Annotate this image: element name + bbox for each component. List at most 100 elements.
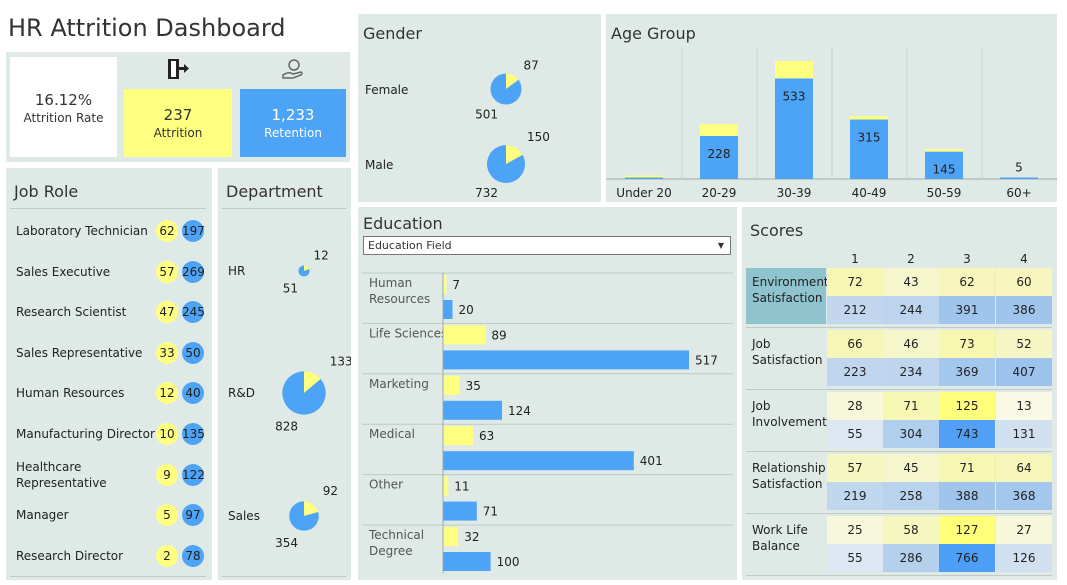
- job-role-attrition-value: 57: [156, 260, 178, 283]
- age-tick-label: 30-39: [777, 186, 812, 200]
- job-role-attrition-value: 12: [156, 382, 178, 405]
- education-retention-label: 71: [483, 505, 498, 519]
- job-role-retention-value: 97: [182, 504, 204, 527]
- job-role-retention-value: 197: [182, 220, 205, 242]
- scores-retention-cell: 391: [939, 296, 995, 324]
- job-role-label: Research Scientist: [16, 305, 127, 320]
- attrition-rate-label: Attrition Rate: [23, 111, 104, 125]
- job-role-label: Manager: [16, 508, 69, 523]
- gender-attrition-label: 150: [527, 130, 550, 144]
- scores-column-header: 3: [963, 252, 971, 266]
- retention-card: 1,233 Retention: [240, 89, 346, 157]
- department-attrition-label: 12: [314, 248, 329, 262]
- age-data-label: 228: [708, 147, 731, 161]
- retention-value: 1,233: [271, 106, 315, 124]
- gender-label-female: Female: [365, 83, 408, 97]
- scores-retention-cell: 286: [883, 544, 939, 572]
- age-bar-attrition: [775, 61, 813, 79]
- hand-holding-icon: [282, 59, 303, 79]
- job-role-retention-value: 40: [182, 382, 204, 405]
- gender-retention-label: 501: [475, 108, 498, 122]
- gender-retention-label: 732: [475, 186, 498, 200]
- scores-column-header: 2: [907, 252, 915, 266]
- gender-title: Gender: [363, 24, 422, 43]
- attrition-rate-card: 16.12% Attrition Rate: [10, 57, 117, 157]
- department-rd-attrition-slice: [304, 371, 321, 393]
- age-tick-label: Under 20: [616, 186, 671, 200]
- job-role-label: Laboratory Technician: [16, 224, 148, 238]
- age-bar-attrition: [700, 124, 738, 136]
- education-field-dropdown[interactable]: Education Field ▼: [363, 236, 731, 255]
- gender-chart: Female 87 501 Male 150 732: [365, 58, 550, 200]
- attrition-label: Attrition: [153, 126, 203, 140]
- education-retention-label: 401: [640, 454, 663, 468]
- scores-attrition-cell: 125: [939, 392, 995, 420]
- education-bar-retention: [443, 501, 477, 521]
- age-data-label: 5: [1015, 161, 1023, 175]
- department-retention-label: 828: [275, 420, 298, 434]
- department-hr-attrition-slice: [304, 265, 310, 271]
- scores-attrition-cell: 25: [827, 516, 883, 544]
- department-chart: HR 12 51 R&D 133 828 Sales 92 354: [228, 248, 351, 550]
- scores-attrition-cell: 52: [996, 330, 1052, 358]
- department-retention-label: 354: [275, 536, 298, 550]
- education-category-label: Resources: [369, 292, 430, 306]
- scores-attrition-cell: 62: [939, 268, 995, 296]
- age-bar-retention: [775, 78, 813, 179]
- job-role-retention-value: 50: [182, 341, 204, 364]
- department-sales-attrition-slice: [304, 501, 319, 516]
- education-chart: Human Resources 7 20 Life Sciences 89 517 Marke…: [362, 272, 733, 574]
- education-title: Education: [363, 214, 443, 233]
- age-tick-label: 40-49: [852, 186, 887, 200]
- department-attrition-label: 92: [323, 484, 338, 498]
- education-category-label: Life Sciences: [369, 326, 447, 340]
- age-bar-retention: [850, 119, 888, 179]
- scores-attrition-cell: 73: [939, 330, 995, 358]
- job-role-attrition-value: 5: [156, 504, 178, 527]
- job-role-label: Sales Executive: [16, 264, 111, 279]
- education-category-label: Degree: [369, 544, 413, 558]
- education-bar-retention: [443, 300, 453, 319]
- scores-retention-cell: 126: [996, 544, 1052, 572]
- scores-row-label: Job Involvement: [752, 399, 827, 429]
- age-bar-retention: [925, 151, 963, 179]
- job-role-label: Manufacturing Director: [16, 427, 155, 441]
- scores-attrition-cell: 60: [996, 268, 1052, 296]
- job-role-retention-value: 135: [182, 423, 205, 445]
- education-category-label: Other: [369, 478, 403, 492]
- scores-attrition-cell: 28: [827, 392, 883, 420]
- scores-attrition-cell: 57: [827, 454, 883, 482]
- scores-retention-cell: 743: [939, 420, 995, 448]
- job-role-attrition-value: 10: [156, 423, 178, 445]
- job-role-retention-value: 245: [182, 301, 205, 324]
- education-bar-attrition: [443, 476, 449, 496]
- scores-row-label: Relationship Satisfaction: [752, 461, 826, 491]
- scores-retention-cell: 368: [996, 482, 1052, 510]
- scores-row-label: Environment Satisfaction: [746, 268, 829, 324]
- scores-attrition-cell: 71: [939, 454, 995, 482]
- job-role-retention-value: 78: [182, 544, 204, 567]
- scores-attrition-cell: 71: [883, 392, 939, 420]
- department-retention-label: 51: [283, 282, 298, 296]
- scores-retention-cell: 407: [996, 358, 1052, 386]
- gender-panel: [358, 14, 601, 202]
- job-role-label: Human Resources: [16, 386, 125, 401]
- attrition-rate-value: 16.12%: [34, 91, 93, 109]
- gender-attrition-label: 87: [524, 58, 539, 72]
- scores-attrition-cell: 43: [883, 268, 939, 296]
- job-role-label: Healthcare Representative: [16, 459, 107, 490]
- age-tick-label: 50-59: [927, 186, 962, 200]
- scores-retention-cell: 234: [883, 358, 939, 386]
- age-bar-retention: [700, 135, 738, 179]
- education-attrition-label: 11: [454, 480, 469, 494]
- attrition-value: 237: [163, 106, 193, 124]
- department-panel: [218, 168, 351, 580]
- attrition-card: 237 Attrition: [124, 89, 232, 157]
- education-category-label: Human: [369, 276, 412, 290]
- education-attrition-label: 35: [466, 379, 481, 393]
- scores-retention-cell: 258: [883, 482, 939, 510]
- scores-attrition-cell: 72: [827, 268, 883, 296]
- department-label: Sales: [228, 509, 260, 523]
- age-bar-attrition: [925, 149, 963, 152]
- education-retention-label: 124: [508, 404, 531, 418]
